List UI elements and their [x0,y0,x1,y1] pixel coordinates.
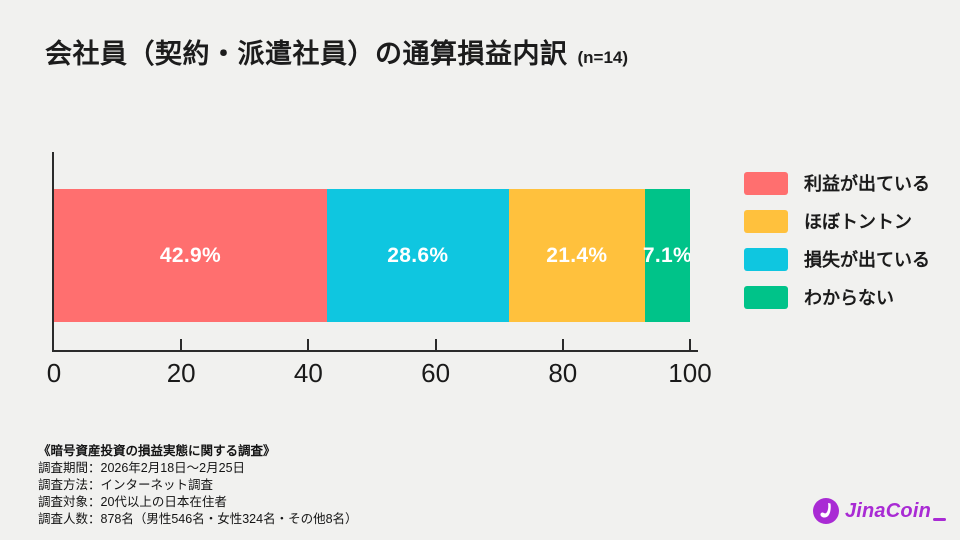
bar-segment-breakeven: 21.4% [508,189,645,322]
jinacoin-logo-text: JinaCoin [844,499,931,522]
legend-swatch [744,285,788,309]
jinacoin-logo: JinaCoin [812,497,946,525]
y-axis-line [52,152,54,352]
x-axis-tick-label: 60 [421,358,451,388]
survey-notes: 《暗号資産投資の損益実態に関する調査》 調査期間：2026年2月18日～2月25… [38,443,358,528]
legend-item-breakeven: ほぼトントン [744,209,930,233]
legend-item-unknown: わからない [744,285,930,309]
legend-label: ほぼトントン [804,212,912,232]
legend-swatch [744,171,788,195]
legend-label: 利益が出ている [804,174,930,194]
x-axis-tick [561,339,564,351]
chart-title-text: 会社員（契約・派遣社員）の通算損益内訳 [45,39,568,69]
legend-item-profit: 利益が出ている [744,171,930,195]
x-axis-tick-label: 80 [548,358,578,388]
legend-label: 損失が出ている [804,250,930,270]
x-axis-tick [434,339,437,351]
bar-segment-unknown: 7.1% [642,189,690,322]
bar-segment-value: 28.6% [387,243,449,267]
jinacoin-logo-icon [812,498,839,524]
bar-segment-value: 21.4% [546,243,608,267]
bar-segment-value: 42.9% [159,243,221,267]
x-axis-tick [180,339,183,351]
survey-target: 調査対象：20代以上の日本在住者 [38,495,227,509]
x-axis-tick-label: 20 [166,358,196,388]
x-axis-tick-label: 0 [46,358,62,388]
legend-swatch [744,247,788,271]
legend: 利益が出ている ほぼトントン 損失が出ている わからない [744,171,930,309]
bar-segment-loss: 28.6% [326,189,509,322]
survey-title: 《暗号資産投資の損益実態に関する調査》 [38,444,276,458]
x-axis-tick [689,339,691,351]
x-axis-tick-label: 40 [293,358,323,388]
x-axis-tick-label: 100 [668,358,712,388]
x-axis-tick [307,339,310,351]
stacked-bar: 42.9% 28.6% 21.4% 7.1% [54,189,690,322]
page-title: 会社員（契約・派遣社員）の通算損益内訳 (n=14) [45,32,628,71]
bar-segment-profit: 42.9% [54,189,327,322]
x-axis-line [52,350,698,352]
survey-method: 調査方法：インターネット調査 [38,478,214,492]
survey-period: 調査期間：2026年2月18日～2月25日 [38,461,246,475]
bar-segment-value: 7.1% [642,243,690,267]
legend-item-loss: 損失が出ている [744,247,930,271]
jinacoin-logo-tail [933,518,946,521]
legend-swatch [744,209,788,233]
sample-size-label: (n=14) [577,48,629,67]
survey-count: 調査人数：878名（男性546名・女性324名・その他8名） [38,512,358,526]
legend-label: わからない [804,288,894,308]
